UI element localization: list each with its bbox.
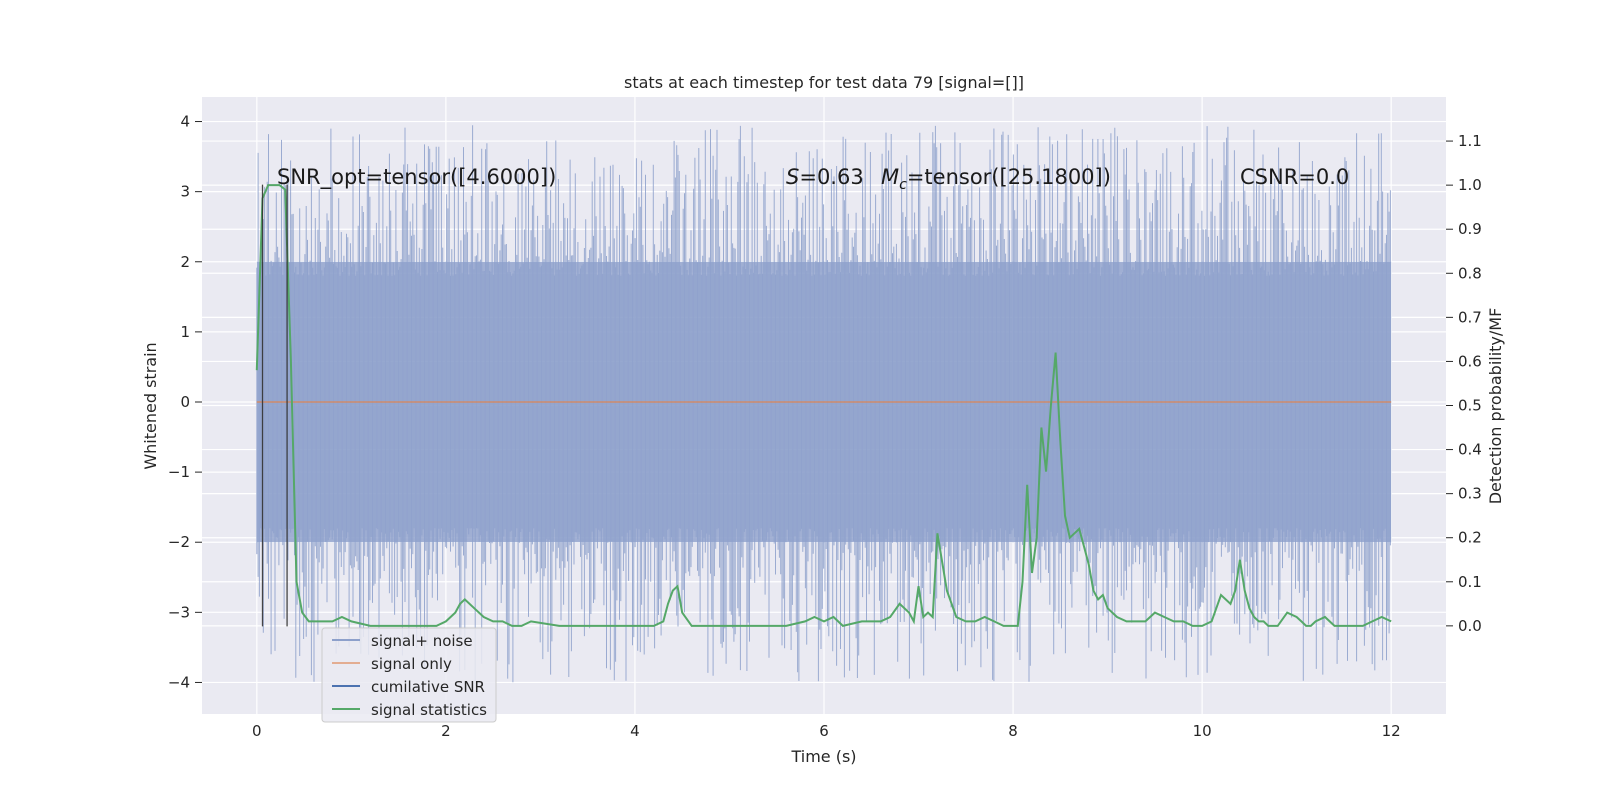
y-right-tick-label: 0.1 <box>1458 573 1482 591</box>
y-tick-label: 4 <box>180 113 190 131</box>
line-series <box>255 184 1392 627</box>
y-tick-label: 1 <box>180 323 190 341</box>
s-symbol: S <box>786 165 799 189</box>
y-tick-label: 3 <box>180 183 190 201</box>
y-right-tick-label: 0.3 <box>1458 485 1482 503</box>
s-annotation: S=0.63 <box>786 165 864 189</box>
y-right-tick-label: 0.6 <box>1458 352 1482 370</box>
y-tick-label: 2 <box>180 253 190 271</box>
tick-labels: 0 2 4 6 8 10 12−4−3−2−1012340.00.10.20.30.40.5… <box>168 113 1482 740</box>
s-value: =0.63 <box>799 165 863 189</box>
y-right-tick-label: 0.5 <box>1458 397 1482 415</box>
x-tick-label: 6 <box>819 722 829 740</box>
y-axis-right-label: Detection probability/MF <box>1486 308 1505 505</box>
y-tick-label: 0 <box>180 393 190 411</box>
y-tick-label: −1 <box>168 463 190 481</box>
y-right-tick-label: 1.1 <box>1458 132 1482 150</box>
legend-box <box>321 627 497 723</box>
y-tick-label: −3 <box>168 603 190 621</box>
mc-annotation: Mc=tensor([25.1800]) <box>881 165 1111 193</box>
x-tick-label: 12 <box>1382 722 1401 740</box>
legend-label-signal: signal only <box>371 655 452 673</box>
y-right-tick-label: 0.8 <box>1458 264 1482 282</box>
noise-series-path <box>256 125 1391 683</box>
y-tick-label: −2 <box>168 533 190 551</box>
x-axis-label: Time (s) <box>790 747 856 766</box>
y-right-tick-label: 1.0 <box>1458 176 1482 194</box>
legend-label-cumulative-snr: cumilative SNR <box>371 678 485 696</box>
legend-label-noise: signal+ noise <box>371 632 473 650</box>
x-tick-label: 4 <box>630 722 640 740</box>
mc-subscript: c <box>899 177 907 193</box>
y-right-tick-label: 0.7 <box>1458 308 1482 326</box>
csnr-annotation: CSNR=0.0 <box>1240 165 1349 189</box>
x-tick-label: 10 <box>1193 722 1212 740</box>
signal-statistics-line <box>255 184 1392 627</box>
y-tick-label: −4 <box>168 673 190 691</box>
legend: signal+ noise signal only cumilative SNR… <box>321 627 497 723</box>
y-right-tick-label: 0.0 <box>1458 617 1482 635</box>
mc-value: =tensor([25.1800]) <box>907 165 1111 189</box>
vertical-markers <box>261 184 288 627</box>
y-right-tick-label: 0.9 <box>1458 220 1482 238</box>
y-axis-label: Whitened strain <box>141 342 160 469</box>
snr-opt-annotation: SNR_opt=tensor([4.6000]) <box>277 165 556 190</box>
y-right-tick-label: 0.4 <box>1458 441 1482 459</box>
x-tick-label: 2 <box>441 722 451 740</box>
x-tick-label: 0 <box>252 722 262 740</box>
legend-label-statistics: signal statistics <box>371 701 487 719</box>
chart-title: stats at each timestep for test data 79 … <box>624 73 1024 92</box>
y-right-tick-label: 0.2 <box>1458 529 1482 547</box>
mc-symbol: M <box>881 165 899 189</box>
x-tick-label: 8 <box>1008 722 1018 740</box>
